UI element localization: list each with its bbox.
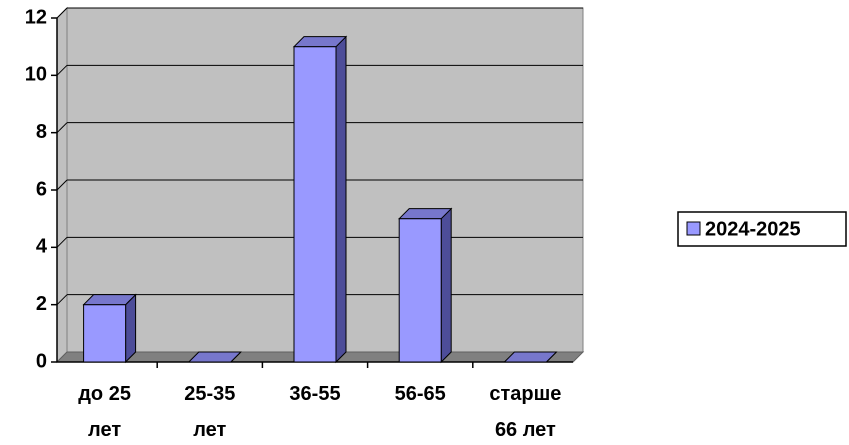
x-tick-label: 56-65: [394, 383, 446, 405]
bar-top: [187, 351, 243, 363]
x-tick-label: до 25 лет: [78, 383, 131, 441]
bar-top: [397, 208, 453, 220]
bar: [293, 46, 337, 363]
grid-line-side: [56, 122, 68, 134]
bar-top: [82, 294, 137, 306]
legend-label: 2024-2025: [705, 218, 801, 240]
bar-top: [503, 351, 558, 363]
grid-line-side: [56, 294, 68, 306]
y-tick-label: 2: [36, 293, 47, 315]
bar-side: [440, 207, 452, 364]
bar: [83, 304, 127, 363]
grid-line-side: [56, 64, 68, 76]
bar: [398, 218, 442, 363]
y-tick-label: 8: [36, 121, 47, 143]
bar-side: [335, 35, 347, 364]
legend-swatch: [686, 221, 701, 236]
bar-top: [292, 36, 348, 48]
y-tick-label: 4: [36, 236, 48, 258]
x-tick-label: 25-35 лет: [184, 383, 236, 441]
y-tick-label: 12: [25, 6, 47, 28]
y-tick-label: 10: [25, 64, 47, 86]
x-tick-label: 36-55: [289, 383, 341, 405]
y-tick-label: 6: [36, 178, 47, 200]
x-tick-label: старше 66 лет: [489, 383, 562, 441]
bar-side: [125, 293, 137, 364]
grid-line-side: [56, 179, 68, 191]
grid-line-side: [56, 7, 68, 19]
legend-box: [677, 211, 847, 247]
y-tick-label: 0: [36, 350, 47, 372]
grid-line-side: [56, 236, 68, 248]
